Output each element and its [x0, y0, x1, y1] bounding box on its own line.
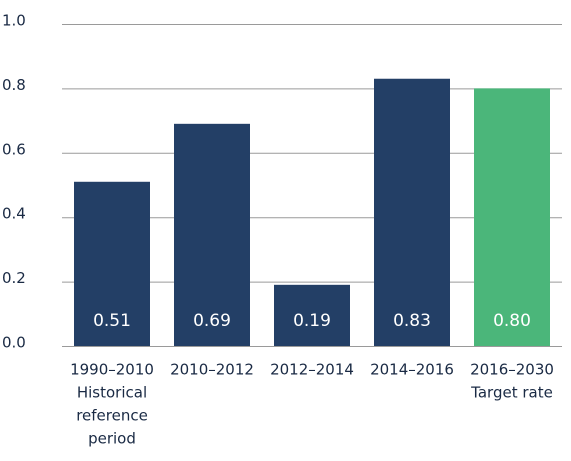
x-tick-label: reference: [76, 407, 148, 425]
x-tick-label: 2012–2014: [270, 361, 354, 379]
bar: [174, 123, 250, 346]
x-tick-label: 2016–2030: [470, 361, 554, 379]
bar: [374, 78, 450, 347]
y-tick-label: 1.0: [2, 12, 26, 30]
x-tick-label: Target rate: [470, 384, 553, 402]
x-tick-label: Historical: [77, 384, 147, 402]
y-tick-label: 0.2: [2, 269, 26, 287]
x-tick-label: 2014–2016: [370, 361, 454, 379]
value-label: 0.80: [493, 311, 531, 331]
x-tick-label: period: [88, 430, 136, 448]
x-tick-label: 1990–2010: [70, 361, 154, 379]
y-tick-label: 0.4: [2, 205, 26, 223]
value-label: 0.51: [93, 311, 131, 331]
bar: [74, 181, 150, 346]
y-tick-label: 0.6: [2, 140, 26, 158]
value-label: 0.19: [293, 311, 331, 331]
bar: [474, 88, 550, 347]
y-tick-label: 0.8: [2, 76, 26, 94]
y-tick-label: 0.0: [2, 334, 26, 352]
value-label: 0.83: [393, 311, 431, 331]
bar: [274, 284, 350, 346]
value-label: 0.69: [193, 311, 231, 331]
x-tick-label: 2010–2012: [170, 361, 254, 379]
